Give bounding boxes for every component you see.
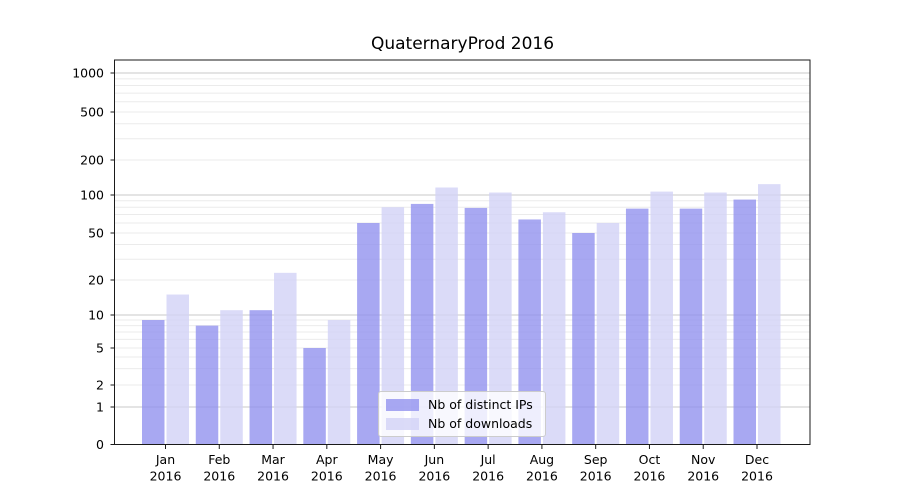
x-tick-label-month: Mar xyxy=(261,452,285,467)
y-tick-label: 2 xyxy=(96,377,104,392)
x-tick-label-year: 2016 xyxy=(634,469,666,484)
x-tick-label-year: 2016 xyxy=(257,469,289,484)
y-tick-label: 1000 xyxy=(72,65,104,80)
bar-downloads-may xyxy=(381,207,405,445)
x-tick-label-month: Oct xyxy=(639,452,661,467)
x-tick-label-month: Apr xyxy=(316,452,338,467)
legend: Nb of distinct IPs Nb of downloads xyxy=(378,391,546,437)
y-tick-label: 50 xyxy=(88,225,104,240)
x-tick-label-month: Jun xyxy=(424,452,445,467)
y-tick-label: 100 xyxy=(80,187,104,202)
bar-distinct-ips-jun xyxy=(410,203,434,445)
y-tick-label: 5 xyxy=(96,340,104,355)
legend-swatch-distinct-ips xyxy=(386,398,419,411)
x-tick-label-year: 2016 xyxy=(365,469,397,484)
bar-distinct-ips-jan xyxy=(142,320,165,445)
x-tick-label-year: 2016 xyxy=(687,469,719,484)
legend-label-downloads: Nb of downloads xyxy=(428,416,533,431)
bar-downloads-jan xyxy=(166,294,189,445)
bar-distinct-ips-nov xyxy=(679,208,703,445)
x-tick-label-year: 2016 xyxy=(580,469,612,484)
x-tick-label-month: Dec xyxy=(745,452,769,467)
x-tick-label-year: 2016 xyxy=(150,469,182,484)
legend-label-distinct-ips: Nb of distinct IPs xyxy=(428,397,533,412)
x-tick-label-year: 2016 xyxy=(311,469,343,484)
bar-distinct-ips-oct xyxy=(625,208,649,445)
y-tick-label: 200 xyxy=(80,152,104,167)
bar-downloads-nov xyxy=(704,192,727,445)
x-tick-label-month: Jul xyxy=(480,452,496,467)
bar-distinct-ips-apr xyxy=(303,348,326,445)
bar-distinct-ips-feb xyxy=(195,325,219,445)
chart-title: QuaternaryProd 2016 xyxy=(370,34,555,54)
legend-swatch-downloads xyxy=(386,417,419,430)
bar-downloads-feb xyxy=(220,310,243,445)
x-tick-label-year: 2016 xyxy=(472,469,504,484)
y-tick-label: 10 xyxy=(88,307,104,322)
bar-downloads-jul xyxy=(489,192,512,445)
x-tick-label-month: May xyxy=(368,452,394,467)
bar-downloads-dec xyxy=(758,184,781,445)
bar-distinct-ips-aug xyxy=(518,219,541,445)
bar-downloads-jun xyxy=(435,187,458,445)
bar-distinct-ips-sep xyxy=(572,233,595,445)
x-tick-label-month: Jan xyxy=(155,452,175,467)
y-tick-label: 500 xyxy=(80,104,104,119)
bar-downloads-oct xyxy=(650,191,673,445)
bar-distinct-ips-may xyxy=(357,223,380,445)
bar-downloads-sep xyxy=(596,223,620,445)
bar-distinct-ips-jul xyxy=(464,207,488,445)
x-tick-label-year: 2016 xyxy=(203,469,235,484)
plot-frame xyxy=(114,59,811,445)
x-tick-label-year: 2016 xyxy=(741,469,773,484)
y-tick-label: 1 xyxy=(96,399,104,414)
bar-downloads-mar xyxy=(274,272,297,445)
x-tick-label-month: Sep xyxy=(584,452,608,467)
legend-item-distinct-ips: Nb of distinct IPs xyxy=(386,397,533,412)
y-tick-label: 20 xyxy=(88,272,104,287)
bar-distinct-ips-mar xyxy=(249,310,273,445)
x-tick-label-year: 2016 xyxy=(526,469,558,484)
y-tick-label: 0 xyxy=(96,437,104,452)
bar-distinct-ips-dec xyxy=(733,199,756,445)
bar-downloads-apr xyxy=(327,320,351,445)
x-tick-label-month: Feb xyxy=(208,452,230,467)
x-tick-label-month: Aug xyxy=(530,452,554,467)
x-tick-label-month: Nov xyxy=(691,452,716,467)
legend-item-downloads: Nb of downloads xyxy=(386,416,533,431)
x-tick-label-year: 2016 xyxy=(418,469,450,484)
bar-downloads-aug xyxy=(542,212,566,445)
